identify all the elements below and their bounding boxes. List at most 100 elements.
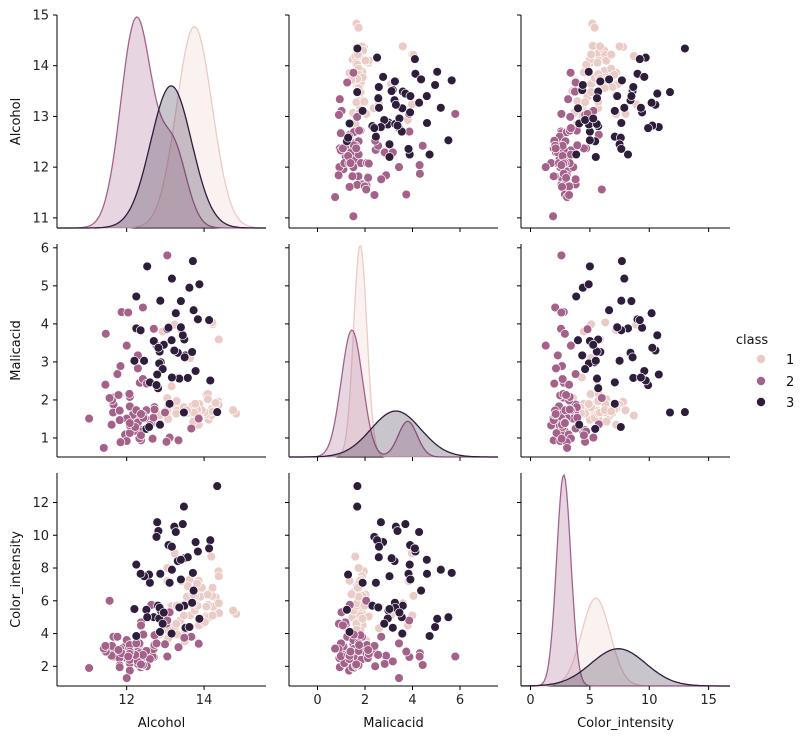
- scatter-point-class-3: [344, 118, 355, 129]
- scatter-point-class-2: [123, 651, 133, 662]
- scatter-point-class-3: [392, 526, 403, 536]
- scatter-point-class-3: [384, 152, 395, 162]
- scatter-point-class-3: [194, 614, 205, 624]
- scatter-point-class-2: [162, 651, 173, 662]
- scatter-point-class-3: [414, 527, 424, 537]
- scatter-point-class-3: [591, 152, 601, 162]
- scatter-point-class-3: [443, 612, 454, 622]
- scatter-point-class-3: [166, 628, 177, 639]
- scatter-point-class-3: [179, 407, 189, 418]
- scatter-point-class-3: [430, 80, 440, 90]
- scatter-point-class-1: [360, 55, 371, 66]
- scatter-point-class-2: [335, 94, 345, 104]
- legend-label-class-2: 2: [786, 375, 794, 390]
- scatter-point-class-3: [151, 380, 162, 390]
- kde-line-class-2: [57, 16, 266, 229]
- scatter-point-class-2: [414, 651, 425, 662]
- scatter-point-class-3: [343, 569, 353, 580]
- scatter-point-class-3: [159, 607, 169, 618]
- scatter-point-class-3: [129, 356, 140, 366]
- y-tick-label: 10: [32, 529, 49, 544]
- y-tick-label: 1: [41, 431, 49, 446]
- scatter-point-class-3: [591, 356, 601, 366]
- scatter-point-class-3: [410, 54, 420, 64]
- scatter-point-class-3: [654, 369, 664, 380]
- scatter-point-class-2: [123, 307, 133, 318]
- scatter-point-class-3: [374, 82, 384, 92]
- scatter-point-class-2: [338, 620, 348, 631]
- scatter-point-class-3: [619, 103, 630, 113]
- scatter-point-class-2: [401, 189, 412, 200]
- kde-line-class-2: [521, 473, 730, 687]
- scatter-point-class-1: [585, 389, 596, 399]
- scatter-point-class-2: [173, 642, 184, 652]
- scatter-point-class-3: [595, 76, 606, 87]
- scatter-point-class-3: [131, 631, 142, 641]
- scatter-point-class-2: [84, 413, 94, 424]
- scatter-point-class-3: [357, 106, 368, 116]
- scatter-point-class-2: [348, 211, 359, 222]
- panel-color_intensity-vs-malicacid: 0 2 4 6: [285, 473, 498, 708]
- y-axis-label-alcohol: Alcohol: [9, 98, 24, 145]
- legend-marker-class-1: [756, 353, 767, 364]
- scatter-point-class-3: [149, 336, 159, 346]
- scatter-point-class-2: [100, 641, 111, 651]
- scatter-point-class-1: [207, 610, 218, 621]
- scatter-point-class-2: [570, 369, 581, 379]
- scatter-point-class-2: [563, 94, 573, 104]
- scatter-point-class-2: [121, 340, 132, 351]
- y-tick-label: 14: [32, 59, 49, 74]
- x-tick-label: 0: [526, 693, 534, 708]
- scatter-point-class-3: [577, 350, 587, 361]
- legend-marker-class-3: [756, 396, 767, 407]
- scatter-point-class-3: [374, 103, 384, 113]
- scatter-point-class-2: [186, 423, 197, 434]
- panel-malicacid-vs-color_intensity: [517, 244, 730, 461]
- scatter-point-class-3: [639, 72, 650, 82]
- scatter-point-class-1: [398, 41, 408, 52]
- scatter-point-class-3: [424, 149, 435, 160]
- kde-fill-class-2: [521, 475, 730, 686]
- kde-line-class-3: [289, 410, 498, 458]
- scatter-point-class-3: [372, 52, 382, 63]
- scatter-point-class-1: [629, 410, 639, 421]
- scatter-point-class-2: [364, 158, 374, 169]
- scatter-point-class-2: [597, 184, 607, 195]
- y-tick-label: 4: [41, 317, 49, 332]
- scatter-point-class-3: [405, 91, 416, 101]
- scatter-point-class-3: [414, 97, 424, 108]
- scatter-point-class-3: [410, 69, 421, 79]
- scatter-point-class-1: [214, 571, 224, 581]
- scatter-point-class-3: [174, 602, 185, 613]
- scatter-point-class-3: [357, 578, 368, 588]
- scatter-point-class-1: [203, 394, 213, 404]
- scatter-point-class-3: [155, 419, 165, 430]
- scatter-point-class-3: [404, 559, 415, 570]
- scatter-point-class-3: [384, 139, 395, 150]
- scatter-point-class-2: [136, 659, 146, 670]
- scatter-point-class-1: [207, 582, 218, 593]
- scatter-point-class-3: [593, 383, 603, 393]
- scatter-point-class-3: [422, 118, 432, 128]
- scatter-point-class-1: [228, 605, 238, 616]
- scatter-point-class-3: [616, 144, 627, 154]
- scatter-point-class-2: [106, 419, 117, 430]
- scatter-point-class-3: [204, 543, 214, 554]
- scatter-point-class-3: [571, 149, 581, 160]
- scatter-point-class-3: [179, 352, 190, 363]
- scatter-point-class-3: [193, 546, 203, 557]
- scatter-point-class-2: [121, 673, 132, 683]
- scatter-point-class-3: [617, 256, 627, 266]
- panel-malicacid-vs-alcohol: 1 2 3 4 5 6: [41, 241, 266, 461]
- scatter-point-class-2: [564, 404, 575, 415]
- scatter-point-class-3: [373, 93, 384, 103]
- scatter-point-class-2: [338, 143, 348, 154]
- scatter-point-class-3: [646, 97, 657, 108]
- scatter-point-class-2: [345, 646, 356, 657]
- scatter-point-class-1: [592, 57, 603, 68]
- scatter-point-class-3: [410, 543, 420, 554]
- scatter-point-class-3: [580, 115, 590, 125]
- scatter-point-class-3: [588, 340, 598, 350]
- scatter-point-class-2: [104, 596, 115, 606]
- scatter-point-class-3: [436, 103, 446, 113]
